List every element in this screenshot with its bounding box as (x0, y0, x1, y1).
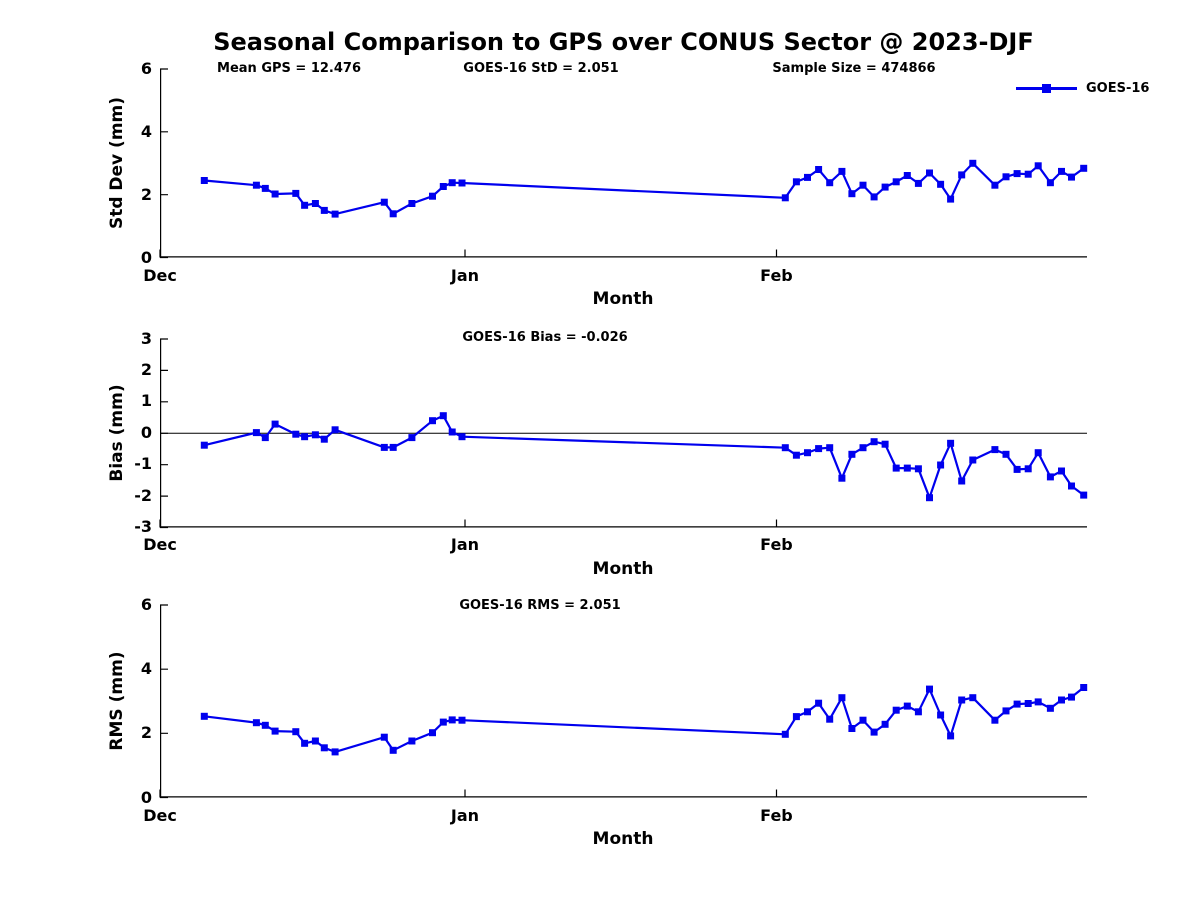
x-tick-label: Feb (760, 805, 793, 825)
x-tick-label: Jan (450, 805, 480, 825)
subplot-rms-canvas (159, 604, 1088, 799)
subplot-bias-canvas (159, 337, 1088, 528)
y-tick-label: 0 (140, 422, 152, 442)
x-tick-label: Dec (143, 805, 177, 825)
y-axis-label-stddev: Std Dev (mm) (107, 96, 127, 230)
stat-sample-size: Sample Size = 474866 (772, 61, 936, 76)
y-tick-label: 2 (140, 723, 152, 743)
legend-series-label: GOES-16 (1086, 81, 1150, 96)
axis-ticks (159, 604, 778, 799)
axis-ticks (159, 68, 778, 259)
stat-mean-gps: Mean GPS = 12.476 (217, 61, 361, 76)
stat-goes16-std: GOES-16 StD = 2.051 (463, 61, 619, 76)
y-tick-label: 1 (140, 391, 152, 411)
x-tick-label: Dec (143, 265, 177, 285)
y-tick-label: -3 (134, 517, 152, 536)
x-axis-label-month-2: Month (592, 559, 654, 579)
series-markers-GOES-16 (200, 159, 1088, 218)
y-tick-label: 2 (140, 184, 152, 204)
x-axis-label-month-3: Month (592, 829, 654, 849)
y-tick-label: -1 (134, 454, 152, 474)
subplot-std-dev-canvas (159, 68, 1088, 259)
legend: GOES-16 (1016, 81, 1149, 96)
y-tick-label: 6 (140, 59, 152, 78)
y-tick-label: 2 (140, 359, 152, 379)
legend-square-marker-icon (1042, 84, 1051, 93)
y-tick-label: 4 (140, 659, 152, 679)
axis-spines (160, 605, 1087, 798)
x-tick-label: Jan (450, 265, 480, 285)
y-tick-label: 6 (140, 595, 152, 614)
y-tick-label: 4 (140, 121, 152, 141)
x-axis-label-month-1: Month (592, 289, 654, 309)
y-tick-label: 0 (140, 247, 152, 267)
series-markers-GOES-16 (200, 411, 1088, 501)
y-tick-label: -2 (134, 485, 152, 505)
x-tick-label: Dec (143, 535, 177, 554)
legend-line-sample (1016, 84, 1077, 93)
figure-title: Seasonal Comparison to GPS over CONUS Se… (213, 28, 1034, 56)
x-tick-label: Jan (450, 535, 480, 554)
axis-spines (160, 69, 1087, 258)
x-tick-label: Feb (760, 535, 793, 554)
annotation-bias: GOES-16 Bias = -0.026 (462, 330, 628, 345)
series-line-GOES-16 (204, 162, 1085, 216)
x-tick-label: Feb (760, 265, 793, 285)
series-markers-GOES-16 (200, 684, 1088, 756)
y-tick-label: 3 (140, 328, 152, 348)
annotation-rms: GOES-16 RMS = 2.051 (459, 598, 621, 613)
y-tick-label: 0 (140, 787, 152, 807)
series-line-GOES-16 (204, 686, 1085, 753)
